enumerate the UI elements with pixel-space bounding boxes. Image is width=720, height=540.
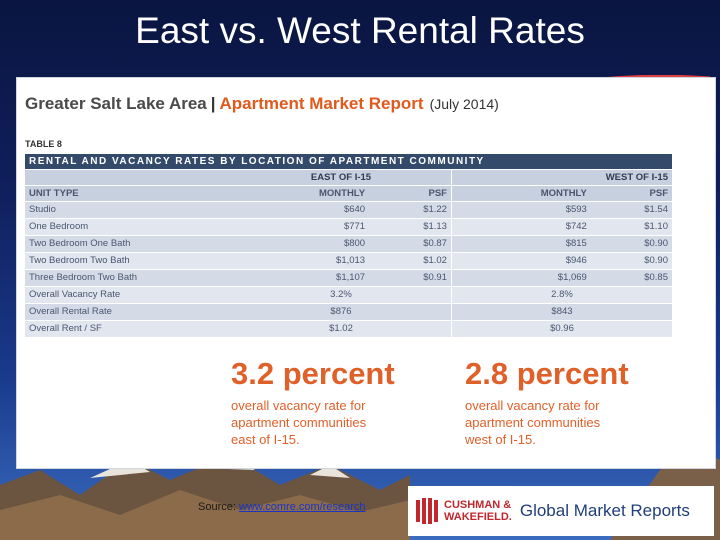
east-monthly-cell: $640 [231, 201, 370, 219]
summary-east: $876 [231, 303, 452, 321]
source-link[interactable]: www.comre.com/research [238, 501, 366, 513]
summary-label: Overall Rent / SF [25, 320, 231, 338]
row-label: Studio [25, 201, 231, 219]
east-monthly-cell: $1,013 [231, 252, 370, 270]
east-psf-cell: $0.87 [369, 235, 452, 253]
summary-east: $1.02 [231, 320, 452, 338]
group-west: WEST OF I-15 [450, 169, 672, 186]
report-name: Apartment Market Report [219, 94, 424, 113]
column-header-row: UNIT TYPE MONTHLY PSF MONTHLY PSF [25, 185, 672, 202]
brand-name: CUSHMAN & WAKEFIELD. [444, 499, 512, 523]
report-header: Greater Salt Lake Area | Apartment Market … [25, 94, 499, 114]
east-monthly-cell: $800 [231, 235, 370, 253]
group-east: EAST OF I-15 [231, 169, 452, 186]
west-monthly-cell: $815 [450, 235, 591, 253]
row-label: One Bedroom [25, 218, 231, 236]
east-monthly-cell: $771 [231, 218, 370, 236]
table-row: Two Bedroom Two Bath $1,013 $1.02 $946 $… [25, 252, 672, 270]
table-row: Studio $640 $1.22 $593 $1.54 [25, 201, 672, 219]
east-psf-cell: $1.13 [369, 218, 452, 236]
report-separator: | [210, 94, 216, 113]
column-west-monthly: MONTHLY [450, 185, 591, 202]
table-row: Two Bedroom One Bath $800 $0.87 $815 $0.… [25, 235, 672, 253]
west-vacancy-headline: 2.8 percent [465, 356, 629, 391]
column-east-monthly: MONTHLY [231, 185, 370, 202]
west-monthly-cell: $1,069 [450, 269, 591, 287]
summary-row: Overall Vacancy Rate 3.2% 2.8% [25, 286, 672, 304]
table-row: Three Bedroom Two Bath $1,107 $0.91 $1,0… [25, 269, 672, 287]
summary-west: $0.96 [450, 320, 672, 338]
west-psf-cell: $0.90 [590, 252, 672, 270]
brand-tagline: Global Market Reports [519, 501, 690, 520]
group-header-row: EAST OF I-15 WEST OF I-15 [25, 169, 672, 186]
source-citation: Source: www.comre.com/research [198, 501, 366, 513]
table-banner-row: RENTAL AND VACANCY RATES BY LOCATION OF … [25, 154, 672, 170]
west-monthly-cell: $946 [450, 252, 591, 270]
source-prefix: Source: [198, 501, 239, 513]
east-psf-cell: $0.91 [369, 269, 452, 287]
east-vacancy-caption: overall vacancy rate for apartment commu… [231, 398, 367, 447]
west-psf-cell: $0.90 [590, 235, 672, 253]
west-vacancy-caption: overall vacancy rate for apartment commu… [465, 398, 601, 447]
table-label: TABLE 8 [25, 139, 62, 149]
row-label: Two Bedroom One Bath [25, 235, 231, 253]
report-date: (July 2014) [429, 96, 499, 112]
east-vacancy-headline: 3.2 percent [231, 356, 395, 391]
report-panel: Greater Salt Lake Area | Apartment Market … [16, 77, 716, 469]
brand-footer: CUSHMAN & WAKEFIELD. Global Market Repor… [408, 486, 714, 536]
cushman-wakefield-logo-icon [416, 498, 438, 524]
report-region: Greater Salt Lake Area [25, 94, 207, 113]
column-west-psf: PSF [590, 185, 672, 202]
row-label: Two Bedroom Two Bath [25, 252, 231, 270]
slide-title: East vs. West Rental Rates [135, 10, 585, 51]
summary-west: $843 [450, 303, 672, 321]
column-unit-type: UNIT TYPE [25, 185, 231, 202]
table-banner: RENTAL AND VACANCY RATES BY LOCATION OF … [25, 154, 672, 170]
summary-row: Overall Rent / SF $1.02 $0.96 [25, 320, 672, 338]
west-psf-cell: $1.54 [590, 201, 672, 219]
rental-rates-table: RENTAL AND VACANCY RATES BY LOCATION OF … [25, 154, 672, 338]
east-psf-cell: $1.02 [369, 252, 452, 270]
summary-west: 2.8% [450, 286, 672, 304]
column-east-psf: PSF [369, 185, 452, 202]
west-psf-cell: $0.85 [590, 269, 672, 287]
row-label: Three Bedroom Two Bath [25, 269, 231, 287]
west-monthly-cell: $593 [450, 201, 591, 219]
west-monthly-cell: $742 [450, 218, 591, 236]
summary-label: Overall Rental Rate [25, 303, 231, 321]
west-psf-cell: $1.10 [590, 218, 672, 236]
east-monthly-cell: $1,107 [231, 269, 370, 287]
summary-row: Overall Rental Rate $876 $843 [25, 303, 672, 321]
summary-label: Overall Vacancy Rate [25, 286, 231, 304]
table-row: One Bedroom $771 $1.13 $742 $1.10 [25, 218, 672, 236]
east-psf-cell: $1.22 [369, 201, 452, 219]
summary-east: 3.2% [231, 286, 452, 304]
